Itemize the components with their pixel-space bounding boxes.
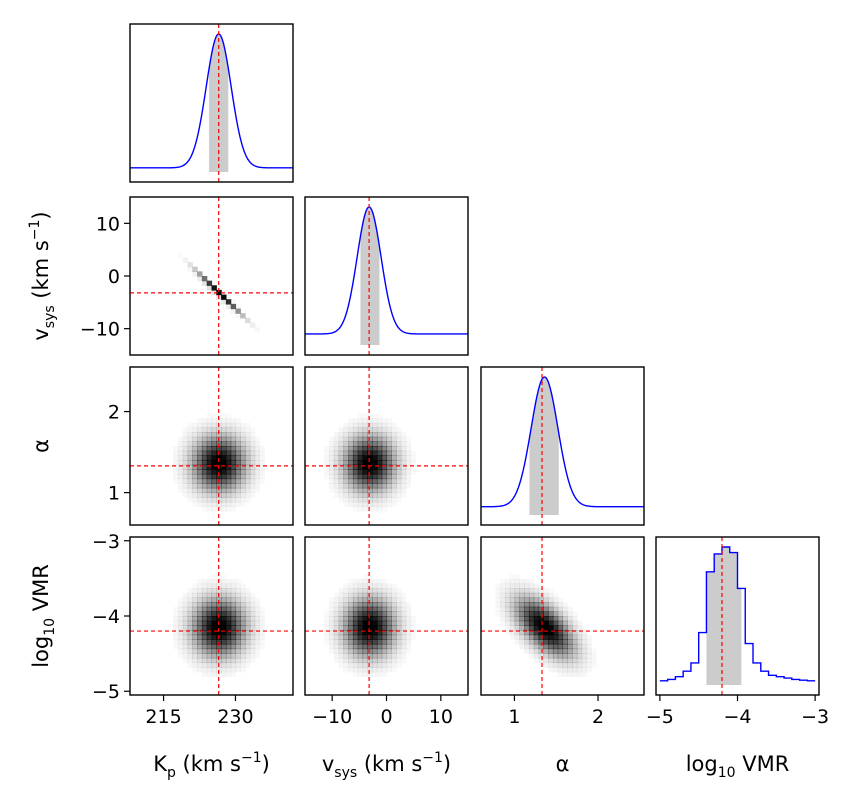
density-panel-vmr-vs-kp <box>130 537 293 695</box>
y-tick-label: 1 <box>108 483 120 505</box>
y-axis-label-alpha: α <box>29 439 53 453</box>
panel-frame <box>129 196 294 356</box>
y-axis-label-vmr: log10 VMR <box>29 564 58 668</box>
x-axis-label-vsys: vsys (km s−1) <box>322 750 451 781</box>
density-panel-alpha-vs-kp <box>130 367 293 525</box>
x-tick-label: −5 <box>646 706 674 728</box>
x-tick-label: 215 <box>145 706 181 728</box>
y-tick-label: 0 <box>108 266 120 288</box>
panel-frame <box>129 23 294 183</box>
posterior-line-vmr <box>659 546 816 682</box>
x-axis-label-vmr: log10 VMR <box>686 752 790 781</box>
credible-interval-alpha <box>529 377 559 515</box>
density-panel-vmr-vs-alpha <box>481 537 644 695</box>
x-tick-label: 10 <box>429 706 453 728</box>
x-axis-label-alpha: α <box>556 752 570 776</box>
y-tick-label: 10 <box>96 213 120 235</box>
density-panel-vsys-vs-kp <box>130 197 293 355</box>
y-tick-label: −5 <box>92 681 120 703</box>
x-tick-label: 1 <box>508 706 520 728</box>
panel-frame <box>304 196 469 356</box>
diag-panel-kp <box>130 24 293 182</box>
density-panel-alpha-vs-vsys <box>305 367 468 525</box>
x-tick-label: 230 <box>217 706 253 728</box>
x-tick-label: −3 <box>801 706 829 728</box>
panel-frame <box>129 366 294 526</box>
y-axis-label-vsys: vsys (km s−1) <box>27 211 58 340</box>
x-tick-label: 2 <box>592 706 604 728</box>
y-tick-label: −10 <box>80 319 120 341</box>
posterior-line-kp <box>130 33 293 169</box>
diag-panel-vsys <box>305 197 468 355</box>
x-axis-label-kp: Kp (km s−1) <box>153 750 270 781</box>
panel-frame <box>480 536 645 696</box>
credible-interval-vmr <box>706 547 742 685</box>
diag-panel-vmr <box>659 537 816 695</box>
credible-interval-vsys <box>360 207 380 345</box>
panel-frame <box>304 366 469 526</box>
density-panel-vmr-vs-vsys <box>305 537 468 695</box>
y-tick-label: 2 <box>108 402 120 424</box>
posterior-line-vsys <box>305 206 468 335</box>
y-tick-label: −4 <box>92 606 120 628</box>
diag-panel-alpha <box>481 367 644 525</box>
panel-frame <box>480 366 645 526</box>
x-tick-label: −4 <box>723 706 751 728</box>
y-tick-label: −3 <box>92 531 120 553</box>
x-tick-label: 0 <box>380 706 392 728</box>
x-tick-label: −10 <box>312 706 352 728</box>
posterior-line-alpha <box>481 376 644 508</box>
